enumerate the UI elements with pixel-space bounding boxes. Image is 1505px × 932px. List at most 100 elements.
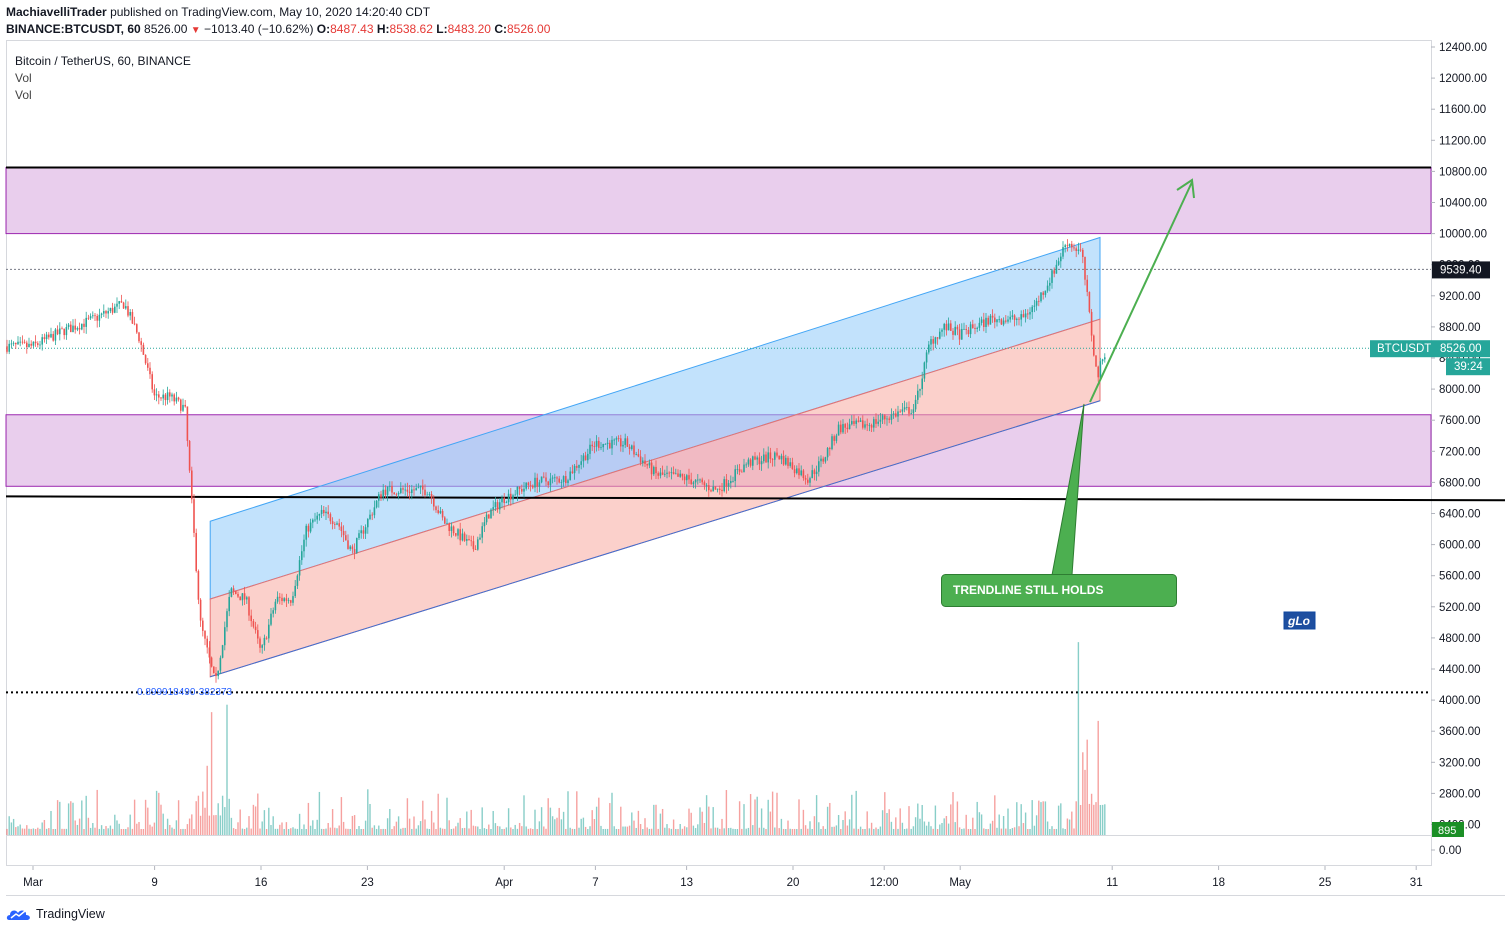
volume-bar [162,813,164,835]
legend-vol-2[interactable]: Vol [15,88,32,102]
candle-body [107,311,109,314]
candle-body [351,546,354,550]
volume-bar [536,828,538,835]
candle-body [796,468,798,474]
trendline-black[interactable] [5,495,1505,502]
resistance-zone[interactable] [5,167,1432,235]
volume-bar [435,828,437,835]
candle-body [613,439,615,441]
candle-body [961,328,963,340]
candle-body [199,599,202,621]
volume-bar [741,828,743,835]
volume-bar [142,829,145,835]
candle-body [382,489,384,498]
candle-body [835,435,838,441]
candle-body [285,598,288,601]
volume-bar [426,828,428,835]
volume-bar [446,797,448,835]
volume-bar [1060,803,1062,835]
candle-body [760,461,763,465]
candle-body [859,420,862,422]
candle-body [422,485,424,490]
candle-body [752,456,754,466]
volume-bar [611,792,613,835]
candle-body [813,470,816,475]
candle-body [754,456,756,460]
candle-body [917,390,919,400]
volume-bar [378,825,380,835]
author-name[interactable]: MachiavelliTrader [6,5,107,19]
volume-bar [457,822,459,835]
volume-bar [413,816,415,835]
candle-body [477,539,479,550]
channel-lower-line[interactable] [210,400,1101,678]
volume-bar [1013,827,1016,835]
volume-bar [63,828,65,835]
candle-body [457,529,459,536]
volume-bar [140,828,142,835]
candle-body [503,497,505,503]
x-tick-label: May [949,877,971,889]
candle-body [195,532,197,572]
legend-vol-1[interactable]: Vol [15,71,32,85]
volume-bar [261,821,263,835]
candle-body [928,344,930,353]
y-tick-label: 4000.00 [1439,695,1481,707]
volume-bar [848,819,851,835]
volume-bar [400,828,402,835]
candle-body [169,392,171,397]
volume-bar [404,827,406,835]
candle-body [978,322,981,328]
volume-bar [745,828,747,835]
volume-bar [664,827,666,835]
volume-bar [831,826,833,835]
x-tick-label: Apr [495,877,513,889]
time-axis[interactable]: Mar 9 16 23 Apr 7 13 20 12:00 May 11 18 25 31 [23,866,1423,889]
candle-body [778,455,780,460]
volume-bar [59,801,61,835]
candle-body [670,472,673,474]
candle-body [257,630,259,639]
price-axis[interactable]: 12400.00 12000.00 11600.00 11200.00 10800.00… [1431,42,1487,857]
candle-body [292,596,294,603]
candle-body [144,354,147,364]
callout-box[interactable] [941,574,1177,607]
candle-body [250,615,252,622]
candle-body [307,525,310,532]
x-tick-label: 16 [255,877,268,889]
volume-bar [985,828,987,835]
candle-body [756,457,758,460]
legend-title[interactable]: Bitcoin / TetherUS, 60, BINANCE [15,54,191,68]
candle-body [1075,248,1077,252]
candle-body [598,440,600,448]
tradingview-logo[interactable]: TradingView [6,904,105,924]
volume-bar [1029,828,1031,835]
volume-bar [716,827,719,835]
candle-body [899,411,901,413]
volume-bar [936,829,939,835]
candle-body [63,328,65,336]
candle-body [631,445,633,449]
candle-body [452,526,455,534]
y-tick-label: 2800.00 [1439,788,1481,800]
candle-body [94,315,96,317]
volume-bar [567,791,569,835]
volume-bar [320,828,323,835]
volume-bar [1002,816,1005,835]
volume-bar [118,823,120,835]
volume-bar [41,822,43,835]
projection-arrow[interactable] [1089,181,1193,403]
candle-body [400,488,402,493]
fib-label: 0.899918490·382373 [137,687,233,698]
volume-bar [472,825,475,835]
candle-body [188,440,191,471]
candle-body [818,461,820,472]
volume-bar [796,828,798,835]
volume-bar [151,826,153,835]
candle-body [446,523,448,524]
candle-body [950,323,952,331]
candle-body [829,447,831,450]
candle-body [345,535,347,541]
candle-body [6,346,8,352]
